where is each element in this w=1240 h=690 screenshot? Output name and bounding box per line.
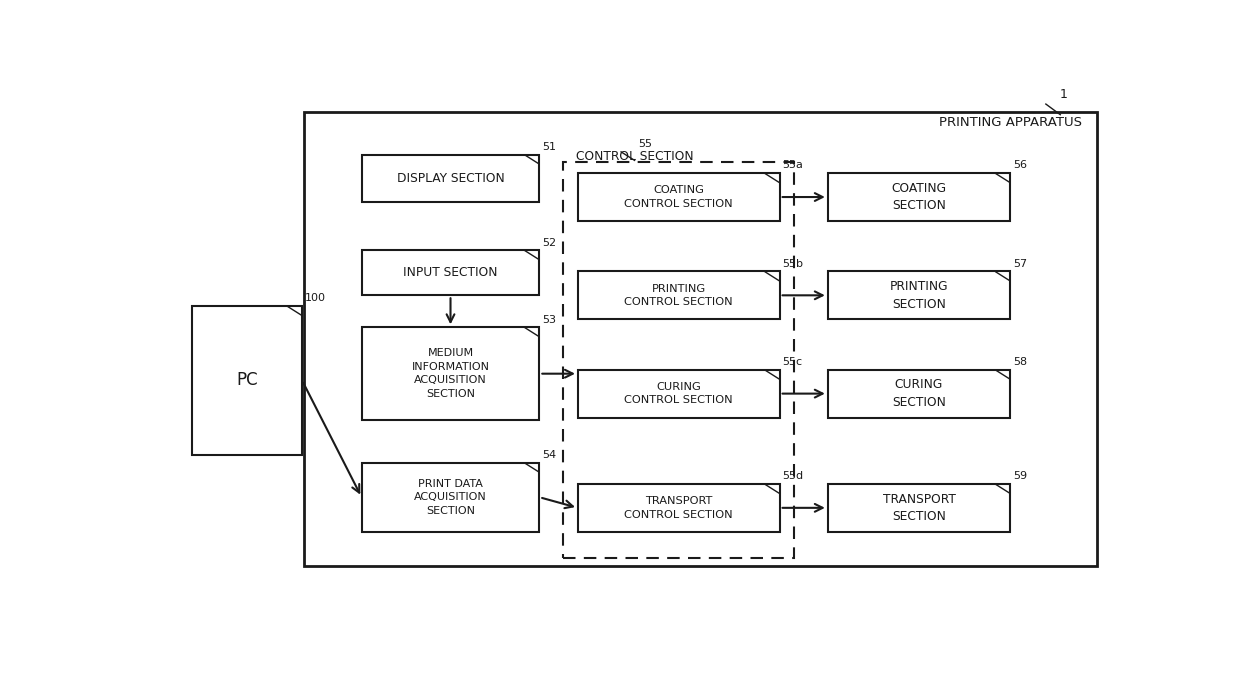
Bar xyxy=(362,155,539,202)
Text: CURING
SECTION: CURING SECTION xyxy=(892,378,946,409)
Bar xyxy=(828,173,1011,221)
Text: COATING
SECTION: COATING SECTION xyxy=(892,181,946,213)
Text: 51: 51 xyxy=(542,142,557,152)
Bar xyxy=(578,271,780,319)
Text: PC: PC xyxy=(236,371,258,389)
Bar xyxy=(304,112,1096,566)
Text: PRINTING
SECTION: PRINTING SECTION xyxy=(890,280,949,311)
Text: PRINTING
CONTROL SECTION: PRINTING CONTROL SECTION xyxy=(625,284,733,307)
Text: 58: 58 xyxy=(1013,357,1027,367)
Text: 55a: 55a xyxy=(782,161,804,170)
Text: 55b: 55b xyxy=(782,259,804,268)
Bar xyxy=(578,173,780,221)
Bar xyxy=(191,306,303,455)
Text: DISPLAY SECTION: DISPLAY SECTION xyxy=(397,172,505,185)
Text: 55d: 55d xyxy=(782,471,804,482)
Bar xyxy=(828,370,1011,417)
Text: COATING
CONTROL SECTION: COATING CONTROL SECTION xyxy=(625,185,733,209)
Text: 54: 54 xyxy=(542,450,557,460)
Text: CURING
CONTROL SECTION: CURING CONTROL SECTION xyxy=(625,382,733,406)
Bar xyxy=(362,327,539,420)
Bar xyxy=(362,250,539,295)
Text: 56: 56 xyxy=(1013,161,1027,170)
Text: CONTROL SECTION: CONTROL SECTION xyxy=(575,150,693,163)
Text: 59: 59 xyxy=(1013,471,1027,482)
Bar xyxy=(828,484,1011,532)
Text: 52: 52 xyxy=(542,237,557,248)
Text: INPUT SECTION: INPUT SECTION xyxy=(403,266,497,279)
Bar xyxy=(578,484,780,532)
Bar xyxy=(578,370,780,417)
Bar xyxy=(828,271,1011,319)
Text: MEDIUM
INFORMATION
ACQUISITION
SECTION: MEDIUM INFORMATION ACQUISITION SECTION xyxy=(412,348,490,399)
Text: 55c: 55c xyxy=(782,357,802,367)
Text: 55: 55 xyxy=(639,139,652,148)
Text: 100: 100 xyxy=(305,293,326,304)
Text: 57: 57 xyxy=(1013,259,1027,268)
Text: TRANSPORT
SECTION: TRANSPORT SECTION xyxy=(883,493,956,523)
Text: 1: 1 xyxy=(1059,88,1068,101)
Text: 53: 53 xyxy=(542,315,557,324)
Text: PRINT DATA
ACQUISITION
SECTION: PRINT DATA ACQUISITION SECTION xyxy=(414,479,487,516)
Text: PRINTING APPARATUS: PRINTING APPARATUS xyxy=(940,116,1083,129)
Bar xyxy=(563,163,794,558)
Text: TRANSPORT
CONTROL SECTION: TRANSPORT CONTROL SECTION xyxy=(625,496,733,520)
Bar xyxy=(362,463,539,532)
